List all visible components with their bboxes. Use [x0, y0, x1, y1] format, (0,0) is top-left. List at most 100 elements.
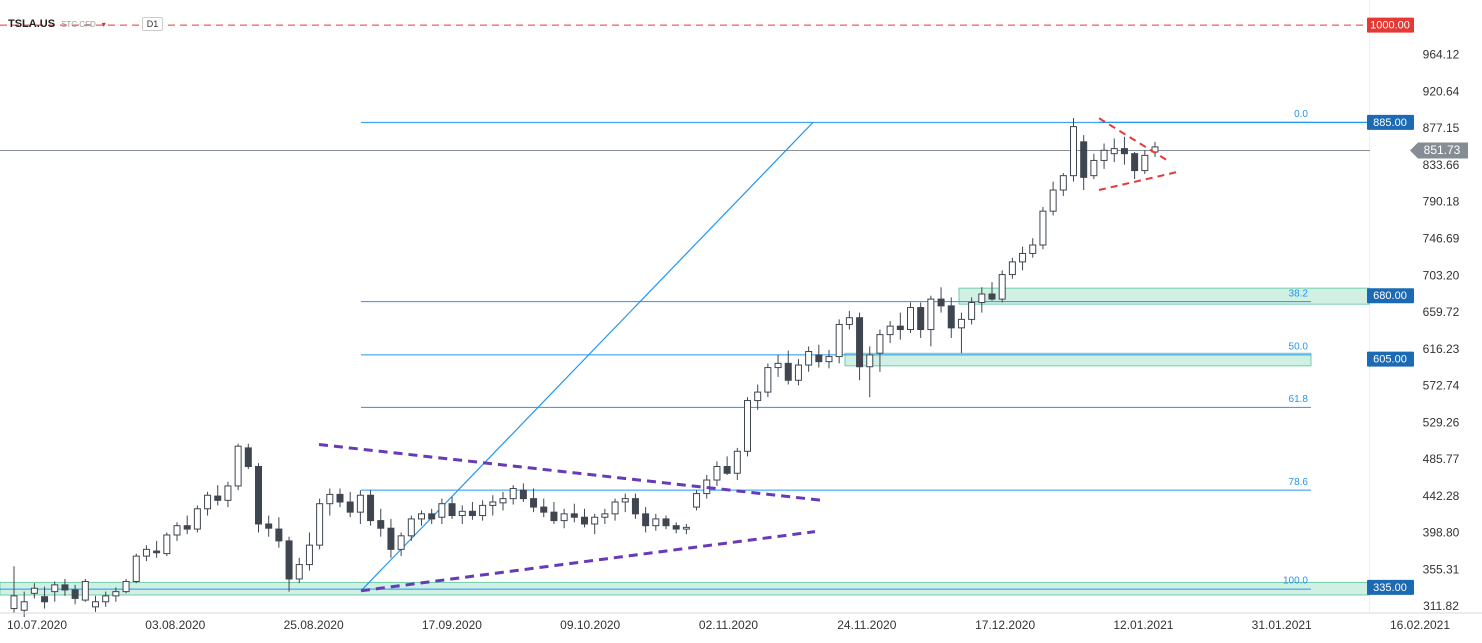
- candle-body: [672, 525, 680, 530]
- candle: [142, 545, 150, 562]
- last-price-tag-text: 851.73: [1424, 143, 1461, 157]
- candle: [998, 270, 1006, 303]
- chevron-down-icon[interactable]: ▾: [101, 19, 106, 29]
- horizontal-levels: [0, 24, 1370, 152]
- candle-body: [1070, 126, 1077, 177]
- candle-body: [173, 525, 181, 536]
- candle: [10, 566, 18, 613]
- candle-body: [1131, 153, 1139, 172]
- candle-body: [1120, 148, 1128, 155]
- price-axis-bg: [1370, 0, 1482, 643]
- price-tick-label: 659.72: [1423, 305, 1460, 319]
- candle: [621, 493, 629, 513]
- candle: [407, 515, 415, 541]
- candle: [774, 354, 782, 377]
- candle-body: [1049, 189, 1057, 212]
- candle: [153, 540, 161, 558]
- price-tick-label: 311.82: [1423, 599, 1459, 613]
- alert-tag: [1367, 17, 1414, 33]
- level-tag: [1367, 288, 1414, 304]
- candle: [326, 488, 334, 516]
- candle-body: [214, 495, 222, 501]
- candlestick-series: [10, 118, 1159, 617]
- candle-body: [917, 307, 925, 331]
- candle-body: [142, 548, 150, 557]
- pennant-lower-line[interactable]: [1098, 171, 1177, 192]
- candle-body: [866, 354, 874, 368]
- candle: [835, 319, 843, 364]
- price-tick-label: 703.20: [1423, 268, 1460, 282]
- candle-body: [509, 487, 517, 500]
- wedge-upper-line[interactable]: [318, 443, 823, 502]
- fib-trend-line[interactable]: [360, 121, 814, 592]
- candle: [764, 363, 772, 398]
- candle-body: [744, 400, 751, 452]
- level-tag-text: 680.00: [1373, 290, 1407, 302]
- market-type-label: STC CFD: [61, 19, 96, 29]
- candle-body: [244, 447, 252, 467]
- candle: [754, 384, 762, 410]
- candle-body: [937, 298, 945, 307]
- candle-body: [377, 520, 385, 529]
- candle: [255, 463, 262, 533]
- symbol-label[interactable]: TSLA.US: [8, 18, 56, 30]
- candle-body: [132, 555, 140, 582]
- candle: [305, 532, 313, 571]
- fib-level-label: 0.0: [1294, 109, 1308, 120]
- date-tick-label: 24.11.2020: [837, 618, 896, 632]
- level-tag: [1367, 579, 1414, 595]
- candle: [723, 456, 731, 475]
- candle: [550, 502, 558, 524]
- candle: [784, 350, 792, 385]
- candle: [876, 329, 884, 372]
- timeframe-selector[interactable]: D1: [141, 17, 164, 31]
- candle-body: [183, 525, 191, 530]
- candle-body: [540, 506, 548, 513]
- candle: [41, 586, 49, 609]
- candle-body: [896, 325, 904, 331]
- candle-body: [631, 498, 639, 515]
- date-tick-label: 16.02.2021: [1390, 618, 1450, 632]
- candle: [346, 491, 354, 518]
- candle-body: [1059, 175, 1067, 191]
- candle-body: [326, 493, 334, 505]
- candle: [244, 443, 252, 470]
- candle-body: [774, 362, 782, 369]
- candle-body: [713, 465, 721, 481]
- candle-body: [662, 518, 670, 527]
- candle: [377, 508, 385, 537]
- fibonacci-retracement[interactable]: 0.0 38.2 50.0 61.8 78.6 100.0: [0, 109, 1311, 592]
- candle: [794, 359, 802, 386]
- candle: [815, 344, 823, 368]
- candle-body: [387, 527, 395, 550]
- price-tick-label: 616.23: [1423, 342, 1460, 356]
- candle-body: [693, 493, 701, 508]
- pennant-upper-line[interactable]: [1098, 117, 1167, 161]
- date-tick-label: 10.07.2020: [7, 618, 67, 632]
- candle: [1070, 118, 1077, 182]
- zone-1: [844, 352, 1312, 367]
- candle-body: [968, 301, 976, 320]
- candle: [805, 346, 813, 372]
- candle: [428, 508, 436, 524]
- candle-body: [41, 596, 49, 603]
- candle-body: [825, 356, 833, 363]
- candle: [275, 517, 283, 548]
- candle-body: [71, 589, 79, 599]
- candle-body: [356, 494, 364, 513]
- candle: [183, 515, 191, 535]
- candle: [458, 505, 466, 524]
- price-tick-label: 398.80: [1423, 526, 1460, 540]
- price-tick-label: 877.15: [1423, 121, 1460, 135]
- date-tick-label: 12.01.2021: [1113, 618, 1173, 632]
- wedge-lower-line[interactable]: [360, 530, 816, 593]
- candle: [947, 297, 955, 338]
- fib-level-label: 100.0: [1283, 576, 1308, 587]
- price-tick-label: 529.26: [1423, 415, 1460, 429]
- candle: [744, 397, 751, 457]
- pattern-lines[interactable]: [318, 117, 1177, 593]
- candle: [71, 584, 79, 605]
- candle-body: [998, 274, 1006, 300]
- candle-body: [407, 518, 415, 537]
